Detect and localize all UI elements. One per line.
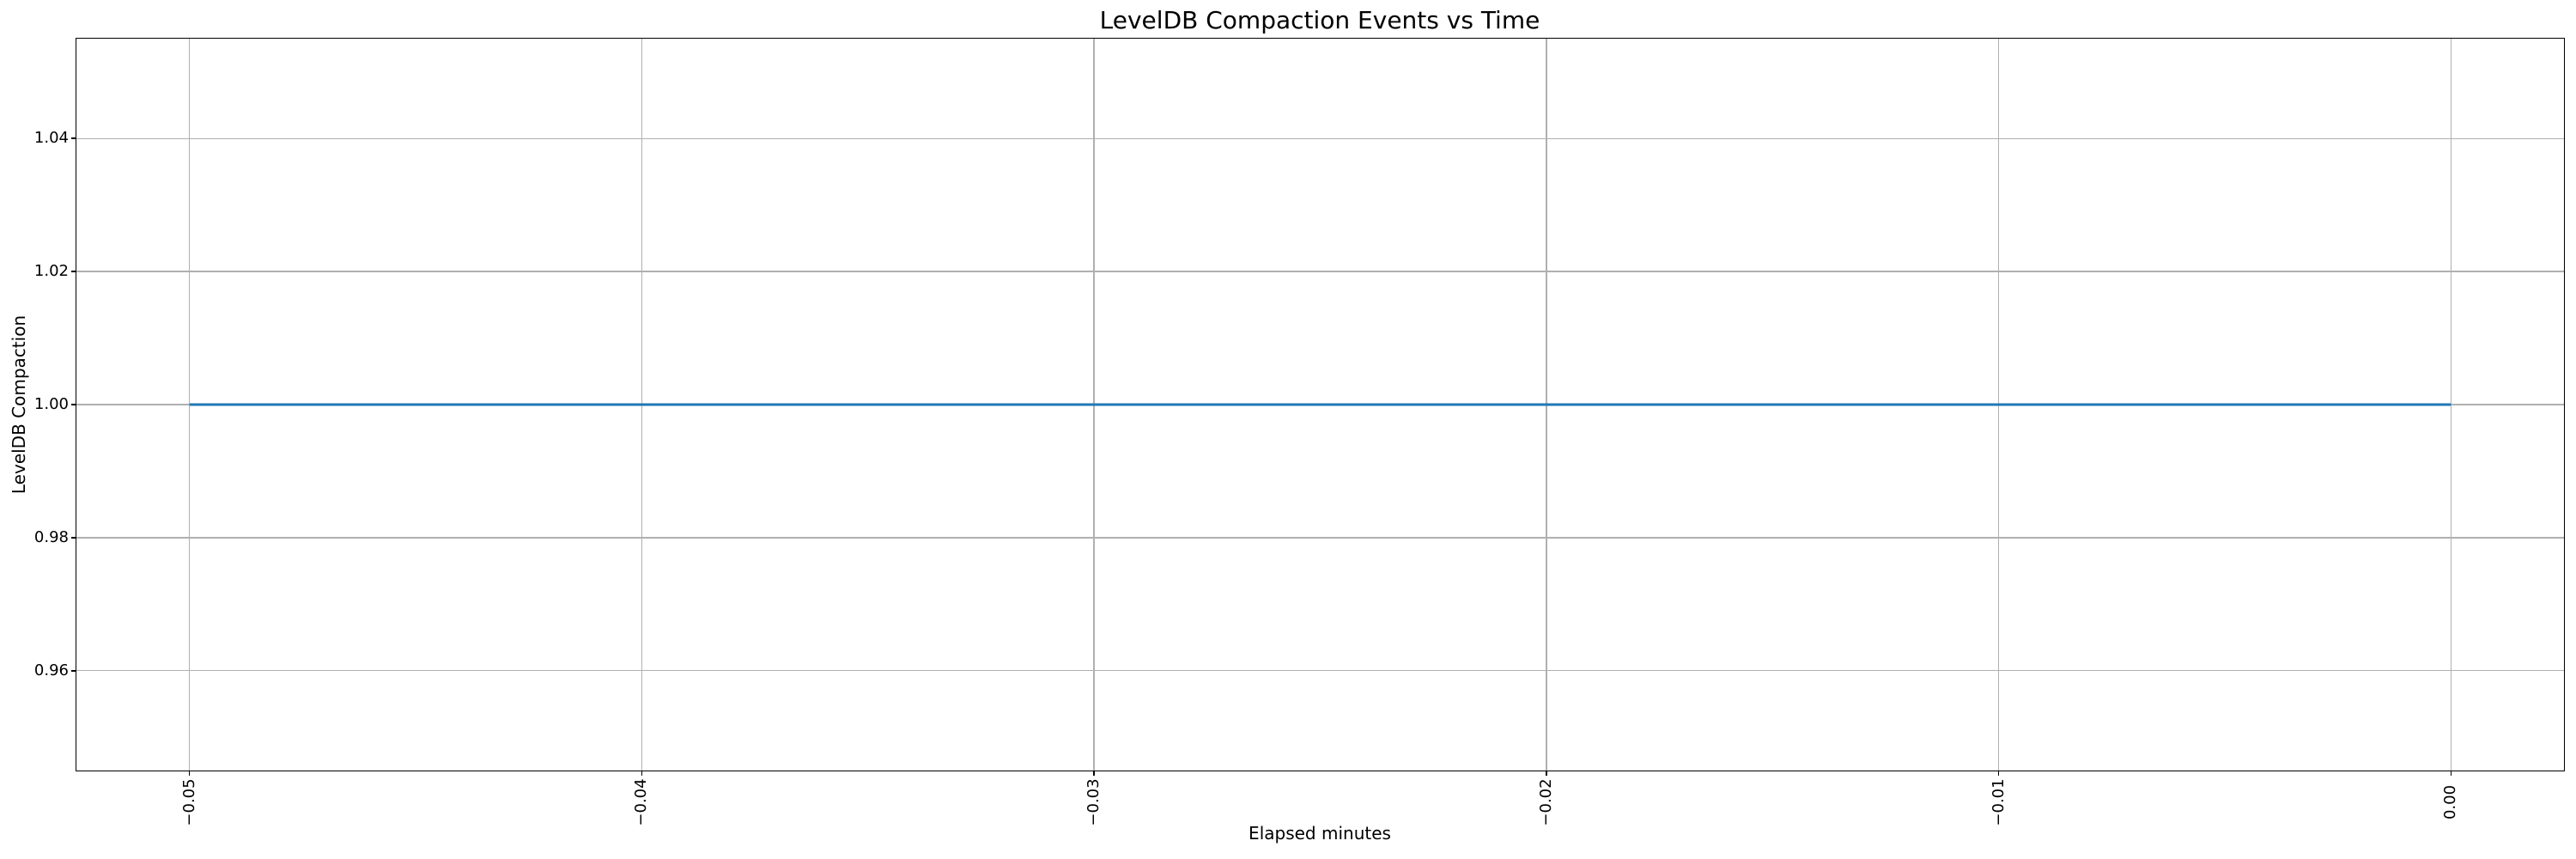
y-tick-label: 1.04 (33, 129, 69, 148)
chart-title: LevelDB Compaction Events vs Time (1099, 6, 1540, 34)
y-gridline (76, 670, 2564, 672)
x-tick-mark (1546, 771, 1547, 776)
x-tick-label: 0.00 (2441, 784, 2460, 820)
x-tick-label: −0.05 (179, 778, 198, 826)
x-tick-label: −0.01 (1989, 778, 2008, 826)
y-axis-label: LevelDB Compaction (9, 314, 29, 495)
y-tick-label: 0.96 (33, 661, 69, 679)
x-tick-mark (188, 771, 191, 776)
y-tick-mark (71, 271, 76, 272)
y-tick-label: 0.98 (33, 527, 69, 546)
x-tick-mark (1093, 771, 1095, 776)
y-tick-mark (71, 137, 76, 139)
x-tick-mark (1997, 771, 2000, 776)
y-tick-label: 1.02 (33, 262, 69, 281)
y-tick-mark (71, 537, 76, 539)
y-tick-mark (71, 404, 76, 405)
y-tick-mark (71, 670, 76, 672)
y-gridline (76, 537, 2564, 539)
y-gridline (76, 137, 2564, 139)
x-axis-label: Elapsed minutes (1249, 823, 1391, 844)
plot-area: −0.05 −0.04 −0.03 −0.02 −0.01 0.00 0.96 0.98 1.0… (34, 38, 2565, 826)
data-series-layer (76, 39, 2564, 771)
x-tick-label: −0.04 (632, 778, 651, 826)
x-tick-mark (2450, 771, 2452, 776)
x-tick-label: −0.02 (1536, 778, 1555, 826)
y-tick-label: 1.00 (33, 395, 69, 413)
x-tick-label: −0.03 (1084, 778, 1103, 826)
x-tick-mark (641, 771, 643, 776)
